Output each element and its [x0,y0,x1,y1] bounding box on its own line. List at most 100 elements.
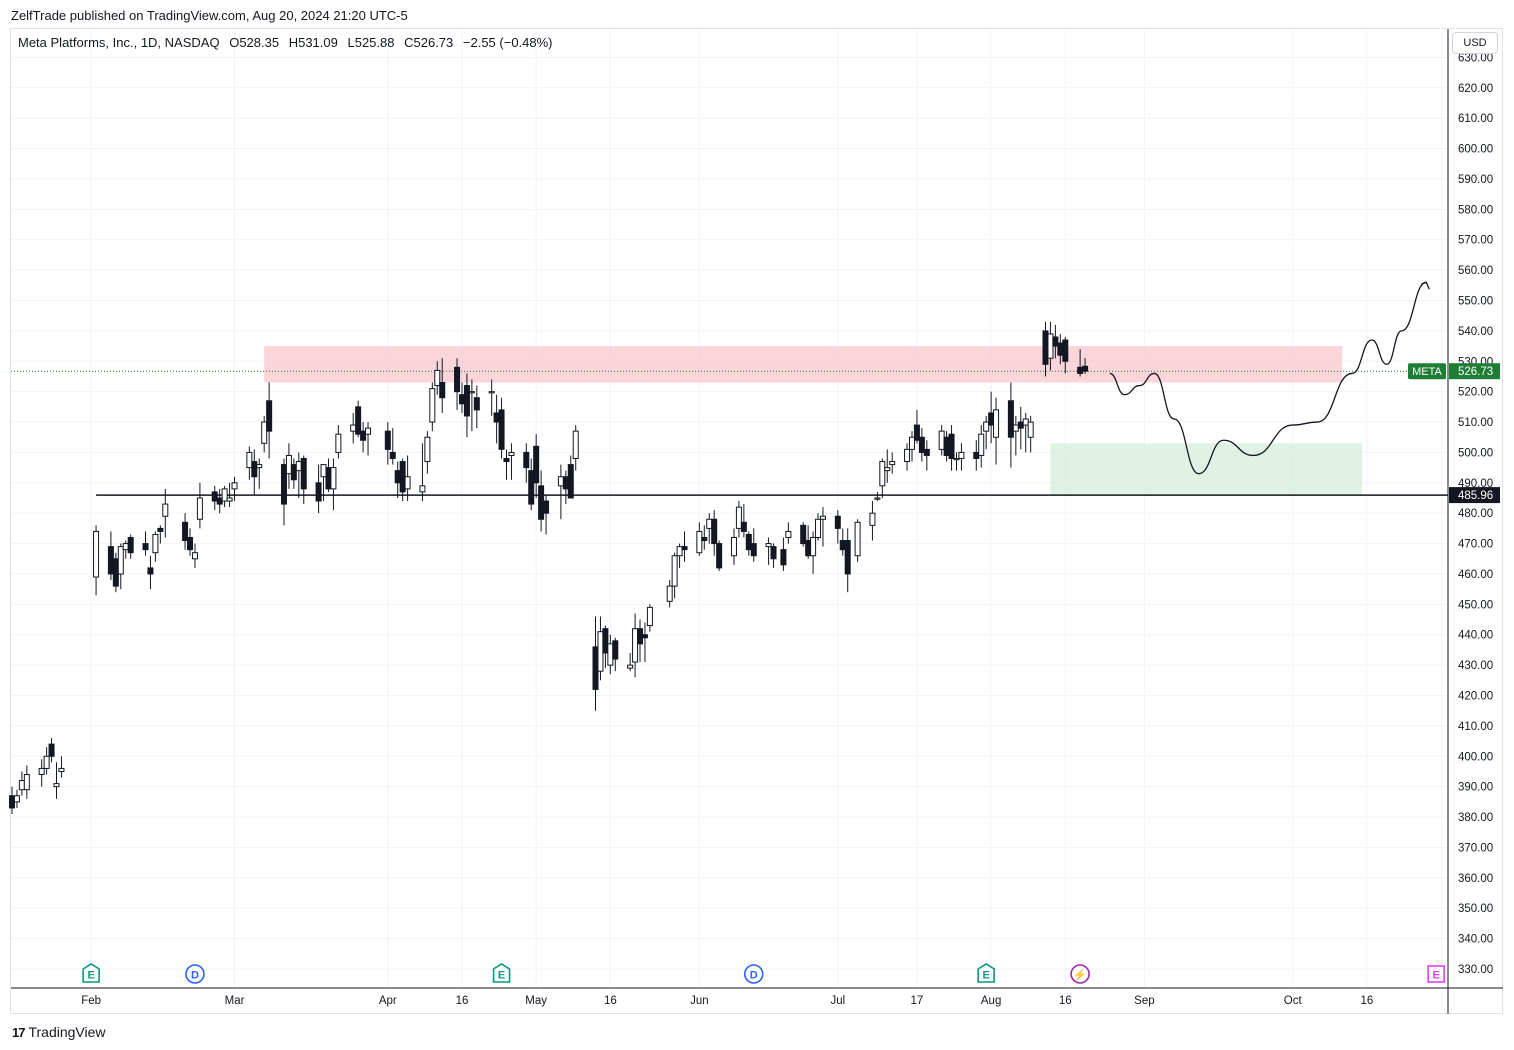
candle [676,543,683,568]
earnings-badge [82,963,100,983]
candle [350,412,357,444]
candle-body-down [463,385,470,417]
candle [602,625,609,669]
candle [716,540,723,571]
candle [666,580,673,608]
y-tick-label: 330.00 [1458,964,1493,976]
candle-body-down [251,461,258,478]
y-tick-label: 560.00 [1458,265,1493,277]
projection-path [1109,281,1427,475]
x-tick-label: Apr [379,995,397,1007]
earnings-glyph: E [498,970,505,982]
candle [607,634,614,675]
candle [592,616,599,711]
candle-body-up [1027,421,1034,438]
candle [127,534,134,559]
candle-body-down [612,640,619,660]
candle [750,528,757,562]
candle-body-up [404,476,411,490]
candle [701,525,708,550]
candle [384,422,391,465]
candle-body-down [1077,366,1084,374]
candle-body-down [834,515,841,529]
candle [231,476,238,502]
candle-body-down [528,470,535,505]
candle [711,510,718,556]
footer-brand[interactable]: 17 TradingView [12,1024,106,1040]
candle [365,422,372,456]
candle [819,507,826,547]
candle-body-up [365,427,372,435]
candle-body-down [290,464,297,481]
candle [335,425,342,459]
candle [122,540,129,559]
candle [958,443,965,471]
candle [637,619,644,663]
candle-body-down [360,430,367,441]
candle [800,522,807,547]
candle [681,531,688,562]
candle-body-down [503,457,510,463]
candle [266,382,273,459]
candle-body-up [810,537,817,557]
x-tick-label: Oct [1284,995,1303,1007]
candle-body-up [18,780,25,791]
candle [839,528,846,556]
future-earnings-badge [1427,965,1445,983]
candle [9,786,15,815]
candle [884,449,891,483]
open-value: 528.35 [239,35,280,50]
y-tick-label: 630.00 [1458,52,1493,64]
candle [543,494,550,535]
candle-body-up [978,433,985,456]
candle-body-up [676,546,683,557]
chart-frame [10,28,1503,1014]
candle-body-up [671,555,678,587]
y-tick-label: 370.00 [1458,842,1493,854]
candle-body-up [419,485,426,493]
candle-body-up [434,369,441,387]
candle [216,488,223,514]
candle [612,637,619,672]
y-tick-label: 490.00 [1458,478,1493,490]
candle-body-up [117,546,124,575]
candle-body-up [730,537,737,557]
candle [1082,357,1089,374]
x-axis: Feb Mar Apr 16 May 16 Jun Jul 17 Aug 16 Sep Oct 16 [11,987,1503,1007]
candle-body-down [602,628,609,654]
candle [419,443,426,502]
y-tick-label: 540.00 [1458,326,1493,338]
brand-name: TradingView [28,1024,106,1040]
candle [290,458,297,489]
y-tick-label: 440.00 [1458,630,1493,642]
candle-body-up [122,543,129,551]
candle-body-down [315,482,322,502]
y-tick-label: 380.00 [1458,812,1493,824]
candle-body-up [330,467,337,490]
change-value: −2.55 (−0.48%) [462,35,553,50]
candle [938,425,945,456]
candle [261,415,268,453]
candle-body-down [325,467,332,490]
candle [389,428,396,465]
candle-body-down [523,451,530,469]
candle-body-down [9,795,15,809]
zones [264,346,1362,495]
candle [434,361,441,395]
y-tick-label: 480.00 [1458,508,1493,520]
candle [745,531,752,556]
candle-body-up [815,518,822,539]
dividend-event-icon: D [743,964,764,984]
candle-body-up [785,530,792,539]
candle-body-down [800,524,807,545]
candle [1017,406,1024,450]
candle [879,458,886,498]
currency-button[interactable]: USD [1452,32,1498,54]
candle [152,531,159,562]
candle-body-down [701,537,708,542]
future_earnings-event-icon: E [1427,965,1445,983]
candle-body-down [844,540,851,575]
candle [567,455,574,499]
y-tick-label: 460.00 [1458,569,1493,581]
